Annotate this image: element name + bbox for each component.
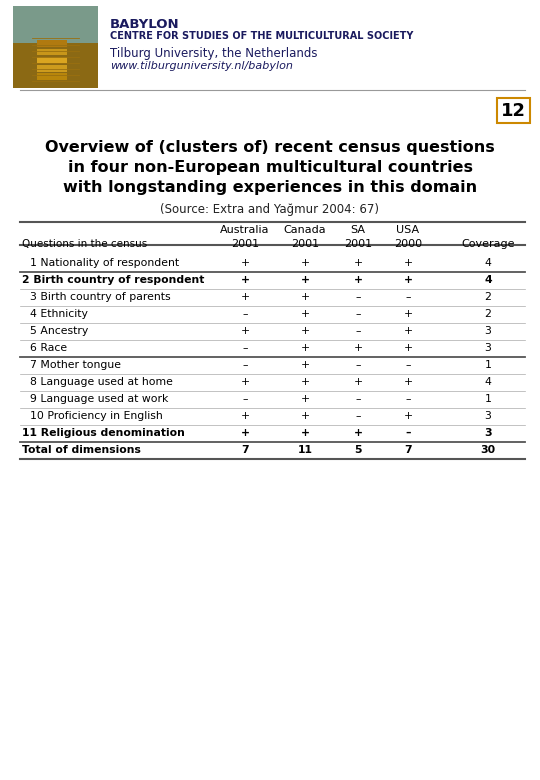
Text: Total of dimensions: Total of dimensions bbox=[22, 445, 141, 455]
Text: +: + bbox=[240, 411, 249, 421]
Text: 7: 7 bbox=[404, 445, 412, 455]
Bar bbox=[37, 73, 66, 80]
Text: 2001: 2001 bbox=[291, 239, 319, 249]
Bar bbox=[37, 48, 66, 55]
Text: 30: 30 bbox=[481, 445, 496, 455]
Text: +: + bbox=[300, 428, 309, 438]
Bar bbox=[37, 41, 66, 47]
Text: 3: 3 bbox=[484, 428, 492, 438]
Text: –: – bbox=[355, 394, 361, 404]
Text: +: + bbox=[403, 411, 413, 421]
Text: 6 Race: 6 Race bbox=[30, 343, 67, 353]
Bar bbox=[497, 98, 530, 123]
Text: +: + bbox=[300, 258, 309, 268]
Text: USA: USA bbox=[396, 225, 420, 235]
Text: +: + bbox=[240, 275, 249, 285]
Text: +: + bbox=[354, 275, 362, 285]
Text: +: + bbox=[240, 292, 249, 302]
Text: 2000: 2000 bbox=[394, 239, 422, 249]
Text: –: – bbox=[242, 343, 248, 353]
Text: 11 Religious denomination: 11 Religious denomination bbox=[22, 428, 185, 438]
Text: 1: 1 bbox=[484, 394, 491, 404]
Text: –: – bbox=[405, 360, 411, 370]
Text: 3: 3 bbox=[484, 411, 491, 421]
Text: +: + bbox=[354, 377, 362, 387]
Text: Australia: Australia bbox=[220, 225, 270, 235]
Text: 1 Nationality of respondent: 1 Nationality of respondent bbox=[30, 258, 179, 268]
Text: +: + bbox=[300, 377, 309, 387]
Text: +: + bbox=[300, 309, 309, 319]
Text: CENTRE FOR STUDIES OF THE MULTICULTURAL SOCIETY: CENTRE FOR STUDIES OF THE MULTICULTURAL … bbox=[110, 31, 414, 41]
Text: 4: 4 bbox=[484, 377, 491, 387]
Bar bbox=[37, 65, 66, 72]
Text: 8 Language used at home: 8 Language used at home bbox=[30, 377, 173, 387]
Text: +: + bbox=[300, 360, 309, 370]
Text: 3 Birth country of parents: 3 Birth country of parents bbox=[30, 292, 171, 302]
Text: –: – bbox=[355, 309, 361, 319]
Text: +: + bbox=[240, 258, 249, 268]
Text: 10 Proficiency in English: 10 Proficiency in English bbox=[30, 411, 163, 421]
Text: +: + bbox=[403, 326, 413, 336]
Text: –: – bbox=[242, 360, 248, 370]
Text: –: – bbox=[405, 428, 411, 438]
Text: +: + bbox=[300, 275, 309, 285]
Text: –: – bbox=[355, 360, 361, 370]
Text: +: + bbox=[240, 326, 249, 336]
Text: Questions in the census: Questions in the census bbox=[22, 239, 147, 249]
Text: +: + bbox=[403, 377, 413, 387]
Text: 11: 11 bbox=[298, 445, 313, 455]
Text: +: + bbox=[403, 343, 413, 353]
Text: (Source: Extra and Yağmur 2004: 67): (Source: Extra and Yağmur 2004: 67) bbox=[160, 203, 380, 216]
Text: 3: 3 bbox=[484, 326, 491, 336]
Text: –: – bbox=[242, 394, 248, 404]
Text: in four non-European multicultural countries: in four non-European multicultural count… bbox=[68, 160, 472, 175]
Text: Coverage: Coverage bbox=[461, 239, 515, 249]
Bar bbox=[13, 6, 98, 43]
Text: 2: 2 bbox=[484, 309, 491, 319]
Text: +: + bbox=[300, 394, 309, 404]
Text: –: – bbox=[355, 326, 361, 336]
Text: +: + bbox=[300, 292, 309, 302]
Text: 4 Ethnicity: 4 Ethnicity bbox=[30, 309, 88, 319]
Text: Canada: Canada bbox=[284, 225, 326, 235]
Text: www.tilburguniversity.nl/babylon: www.tilburguniversity.nl/babylon bbox=[110, 61, 293, 71]
Bar bbox=[13, 6, 98, 88]
Text: –: – bbox=[355, 292, 361, 302]
Text: 9 Language used at work: 9 Language used at work bbox=[30, 394, 168, 404]
Text: +: + bbox=[354, 428, 362, 438]
Text: +: + bbox=[300, 411, 309, 421]
Text: 5 Ancestry: 5 Ancestry bbox=[30, 326, 88, 336]
Text: 2 Birth country of respondent: 2 Birth country of respondent bbox=[22, 275, 204, 285]
Text: BABYLON: BABYLON bbox=[110, 18, 180, 31]
Text: 2001: 2001 bbox=[231, 239, 259, 249]
Text: Tilburg University, the Netherlands: Tilburg University, the Netherlands bbox=[110, 47, 318, 60]
Text: –: – bbox=[242, 309, 248, 319]
Text: +: + bbox=[300, 343, 309, 353]
Text: 7: 7 bbox=[241, 445, 249, 455]
Bar bbox=[37, 57, 66, 63]
Text: 12: 12 bbox=[501, 101, 526, 119]
Text: –: – bbox=[355, 411, 361, 421]
Text: 4: 4 bbox=[484, 275, 492, 285]
Text: 4: 4 bbox=[484, 258, 491, 268]
Text: 2001: 2001 bbox=[344, 239, 372, 249]
Text: +: + bbox=[240, 428, 249, 438]
Text: Overview of (clusters of) recent census questions: Overview of (clusters of) recent census … bbox=[45, 140, 495, 155]
Text: +: + bbox=[403, 309, 413, 319]
Text: +: + bbox=[240, 377, 249, 387]
Text: +: + bbox=[403, 275, 413, 285]
Text: +: + bbox=[300, 326, 309, 336]
Text: 1: 1 bbox=[484, 360, 491, 370]
Text: –: – bbox=[405, 292, 411, 302]
Text: with longstanding experiences in this domain: with longstanding experiences in this do… bbox=[63, 180, 477, 195]
Text: +: + bbox=[354, 343, 362, 353]
Text: +: + bbox=[403, 258, 413, 268]
Text: 7 Mother tongue: 7 Mother tongue bbox=[30, 360, 121, 370]
Text: SA: SA bbox=[350, 225, 366, 235]
Text: 5: 5 bbox=[354, 445, 362, 455]
Text: –: – bbox=[405, 394, 411, 404]
Text: +: + bbox=[354, 258, 362, 268]
Text: 2: 2 bbox=[484, 292, 491, 302]
Text: 3: 3 bbox=[484, 343, 491, 353]
